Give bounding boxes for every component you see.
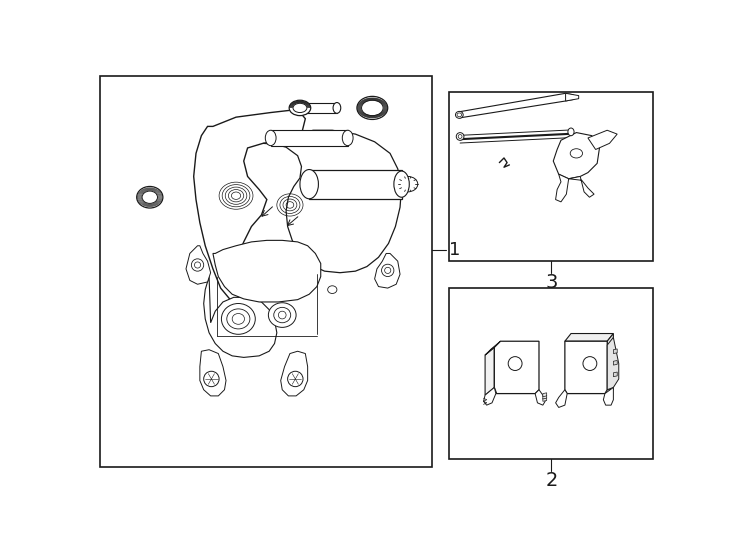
Polygon shape [213,240,321,302]
Ellipse shape [301,103,308,113]
Polygon shape [614,372,617,377]
Ellipse shape [333,103,341,113]
Ellipse shape [457,133,464,140]
Ellipse shape [192,259,204,271]
Polygon shape [603,387,614,405]
Ellipse shape [265,130,276,146]
Polygon shape [569,177,594,197]
Ellipse shape [457,113,462,117]
Polygon shape [556,174,569,202]
Ellipse shape [300,170,319,199]
Polygon shape [566,93,578,101]
Ellipse shape [362,100,383,116]
Ellipse shape [583,356,597,370]
Polygon shape [543,395,547,399]
Bar [100,76,432,467]
Polygon shape [494,341,539,394]
Ellipse shape [269,303,296,327]
Polygon shape [607,334,614,390]
Bar [305,103,337,113]
Polygon shape [588,130,617,150]
Ellipse shape [398,177,418,192]
Ellipse shape [288,372,303,387]
Polygon shape [204,276,277,357]
Polygon shape [194,110,305,307]
Polygon shape [280,351,308,396]
Ellipse shape [385,267,390,273]
Ellipse shape [508,356,522,370]
Ellipse shape [195,262,200,268]
Text: 1: 1 [449,241,461,259]
Ellipse shape [222,303,255,334]
Polygon shape [565,334,614,341]
Ellipse shape [342,130,353,146]
Ellipse shape [293,103,307,112]
Polygon shape [565,341,607,394]
Text: 2: 2 [545,471,558,490]
Polygon shape [614,361,617,365]
Ellipse shape [357,96,388,119]
Polygon shape [484,387,496,405]
Ellipse shape [289,100,310,116]
Ellipse shape [456,111,463,118]
Ellipse shape [327,286,337,293]
Polygon shape [614,349,617,354]
Bar [449,288,653,459]
Polygon shape [459,93,573,118]
Ellipse shape [458,134,462,138]
Ellipse shape [568,128,574,136]
Bar [309,170,401,199]
Bar [271,130,348,146]
Polygon shape [200,350,226,396]
Ellipse shape [570,148,583,158]
Bar [449,92,653,261]
Ellipse shape [394,171,410,197]
Ellipse shape [232,314,244,325]
Ellipse shape [142,191,158,204]
Polygon shape [485,347,494,395]
Polygon shape [553,132,600,179]
Ellipse shape [204,372,219,387]
Ellipse shape [382,264,394,276]
Ellipse shape [227,309,250,329]
Ellipse shape [137,186,163,208]
Polygon shape [374,253,400,288]
Polygon shape [556,390,567,408]
Polygon shape [263,130,401,273]
Polygon shape [485,341,501,355]
Text: 3: 3 [545,273,558,293]
Polygon shape [543,397,547,401]
Polygon shape [186,246,211,284]
Polygon shape [543,393,547,397]
Ellipse shape [302,105,307,111]
Ellipse shape [278,311,286,319]
Polygon shape [535,390,545,405]
Ellipse shape [274,307,291,323]
Polygon shape [607,338,619,390]
